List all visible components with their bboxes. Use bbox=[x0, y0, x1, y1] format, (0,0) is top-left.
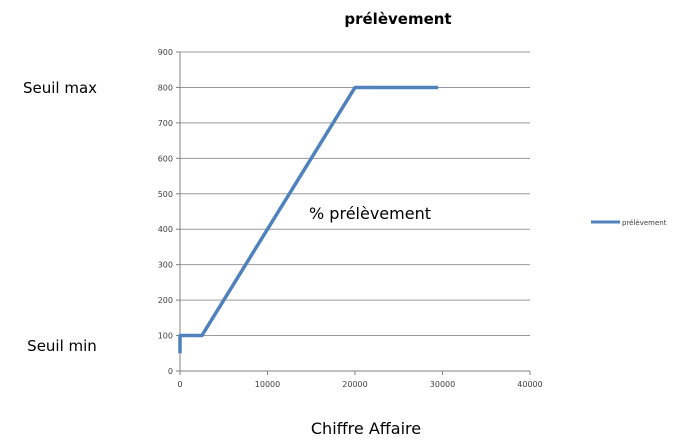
x-tick-label: 20000 bbox=[342, 380, 367, 389]
x-tick-label: 40000 bbox=[517, 380, 542, 389]
series-group bbox=[178, 85, 439, 354]
x-tick-label: 30000 bbox=[430, 380, 455, 389]
x-tick-label: 0 bbox=[177, 380, 182, 389]
y-tick-label: 400 bbox=[158, 225, 173, 234]
y-tick-label: 500 bbox=[158, 190, 173, 199]
y-tick-label: 800 bbox=[158, 83, 173, 92]
seuil-min-label: Seuil min bbox=[27, 337, 97, 355]
x-tick-label: 10000 bbox=[255, 380, 280, 389]
y-tick-label: 300 bbox=[158, 261, 173, 270]
x-axis: 0 10000 20000 30000 40000 bbox=[177, 370, 543, 389]
series-line-0 bbox=[178, 85, 439, 354]
grid bbox=[180, 51, 530, 337]
y-tick-label: 700 bbox=[158, 119, 173, 128]
y-axis: 0 100 200 300 400 500 600 700 800 900 bbox=[158, 48, 181, 376]
y-tick-label: 100 bbox=[158, 332, 173, 341]
percent-prelevement-annotation: % prélèvement bbox=[309, 204, 431, 223]
y-tick-label: 600 bbox=[158, 154, 173, 163]
legend-label: prélèvement bbox=[622, 219, 667, 227]
y-tick-label: 200 bbox=[158, 296, 173, 305]
legend: prélèvement bbox=[591, 219, 667, 227]
chart-title: prélèvement bbox=[344, 10, 451, 28]
x-axis-title: Chiffre Affaire bbox=[311, 419, 421, 438]
y-tick-label: 900 bbox=[158, 48, 173, 57]
y-tick-label: 0 bbox=[168, 367, 173, 376]
seuil-max-label: Seuil max bbox=[23, 79, 97, 97]
